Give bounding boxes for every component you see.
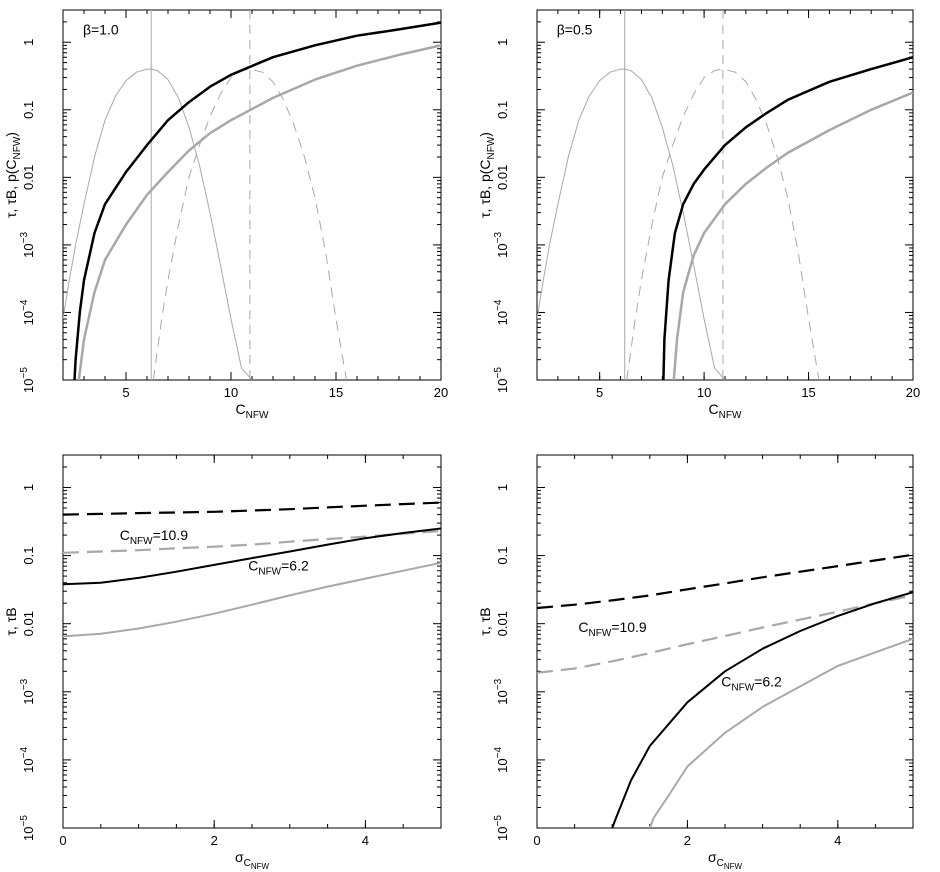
y-tick-label: 1 (495, 39, 510, 46)
y-tick-label: 10−4 (493, 747, 510, 773)
x-tick-label: 15 (801, 385, 815, 400)
x-axis-label: σCNFW (235, 849, 270, 871)
plot-area (63, 10, 441, 380)
beta-annotation: β=1.0 (83, 22, 119, 38)
x-tick-label: 4 (362, 833, 369, 848)
y-axis-label: τ, τB, p(CNFW) (477, 132, 497, 218)
y-tick-label: 10−4 (19, 747, 36, 773)
curve-label: CNFW=6.2 (721, 673, 782, 693)
x-tick-label: 5 (596, 385, 603, 400)
y-tick-label: 10−3 (493, 678, 510, 704)
series-line (63, 561, 441, 638)
curve-label: CNFW=10.9 (120, 527, 189, 547)
series-line (611, 591, 913, 828)
y-axis-label: τ, τB, p(CNFW) (3, 132, 23, 218)
y-tick-label: 0.01 (495, 165, 510, 190)
y-tick-label: 10−4 (493, 299, 510, 325)
series-line (537, 594, 913, 674)
x-tick-label: 10 (697, 385, 711, 400)
curve-label: CNFW=6.2 (248, 558, 309, 578)
series-line (73, 21, 441, 380)
x-axis-label: CNFW (236, 401, 269, 421)
y-axis-label: τ, τB (477, 607, 493, 635)
y-tick-label: 0.01 (21, 165, 36, 190)
y-tick-label: 0.1 (21, 101, 36, 119)
series-line (662, 55, 913, 380)
series-line (77, 44, 441, 380)
x-tick-label: 20 (434, 385, 448, 400)
x-tick-label: 4 (834, 833, 841, 848)
series-line (63, 68, 253, 380)
plot-area (537, 553, 913, 828)
x-tick-label: 0 (533, 833, 540, 848)
y-tick-label: 10−5 (493, 367, 510, 393)
y-tick-label: 0.01 (495, 611, 510, 636)
y-tick-label: 10−5 (493, 815, 510, 841)
x-tick-label: 0 (59, 833, 66, 848)
series-line (648, 637, 913, 828)
x-tick-label: 5 (122, 385, 129, 400)
beta-annotation: β=0.5 (557, 22, 593, 38)
x-tick-label: 2 (684, 833, 691, 848)
y-tick-label: 1 (21, 484, 36, 491)
y-tick-label: 1 (495, 484, 510, 491)
y-tick-label: 0.01 (21, 611, 36, 636)
series-line (63, 501, 441, 516)
panel-1: 5 10 15 20 10−5 10−4 10−3 0.01 0.1 1 CNFW τ, τB, p(… (3, 9, 448, 421)
y-tick-label: 10−5 (19, 367, 36, 393)
x-tick-label: 20 (906, 385, 920, 400)
y-tick-label: 10−4 (19, 299, 36, 325)
x-axis-label: CNFW (709, 401, 742, 421)
series-line (63, 527, 441, 586)
plot-frame (536, 9, 914, 381)
y-tick-label: 0.1 (495, 547, 510, 565)
y-tick-label: 10−3 (19, 678, 36, 704)
panel-4: 0 2 4 10−5 10−4 10−3 0.01 0.1 1 σCNFW τ, τB CNFW=10… (477, 454, 914, 871)
y-axis-label: τ, τB (3, 607, 19, 635)
y-tick-label: 10−5 (19, 815, 36, 841)
x-tick-label: 2 (211, 833, 218, 848)
y-tick-label: 10−3 (19, 232, 36, 258)
y-tick-label: 1 (21, 39, 36, 46)
series-line (537, 68, 726, 380)
y-tick-label: 10−3 (493, 232, 510, 258)
panel-3: 0 2 4 10−5 10−4 10−3 0.01 0.1 1 σCNFW τ, τB CNFW=10… (3, 454, 442, 871)
series-line (672, 91, 913, 380)
plot-area (63, 501, 441, 638)
x-tick-label: 15 (329, 385, 343, 400)
y-tick-label: 0.1 (21, 547, 36, 565)
y-tick-label: 0.1 (495, 101, 510, 119)
panel-2: 5 10 15 20 10−5 10−4 10−3 0.01 0.1 1 CNFW τ, τB, p(… (477, 9, 920, 421)
series-line (626, 68, 820, 380)
series-line (537, 553, 913, 610)
x-axis-label: σCNFW (708, 849, 743, 871)
x-tick-label: 10 (224, 385, 238, 400)
plot-frame (62, 454, 442, 829)
plot-frame (536, 454, 914, 829)
plot-area (537, 10, 913, 380)
curve-label: CNFW=10.9 (578, 619, 647, 639)
